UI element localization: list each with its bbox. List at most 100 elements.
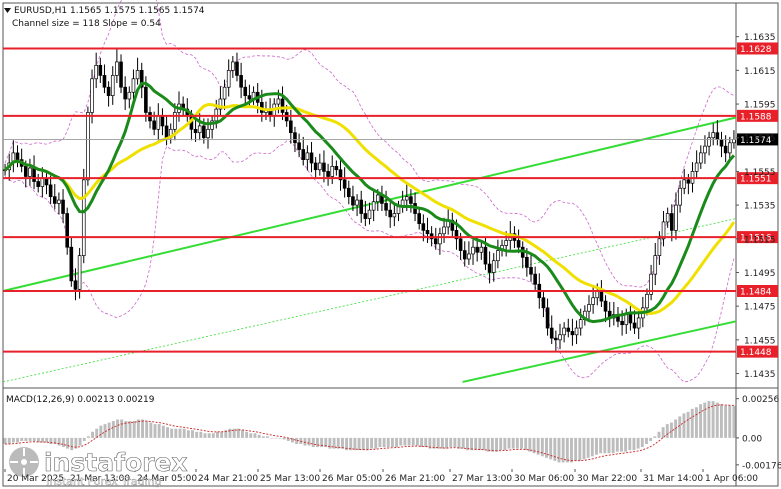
- macd-bar: [432, 437, 436, 449]
- macd-bar: [557, 437, 561, 463]
- macd-bar: [136, 419, 140, 438]
- candle-body: [318, 162, 322, 171]
- candle-body: [90, 78, 94, 113]
- macd-label: MACD(12,26,9) 0.00213 0.00219: [6, 395, 155, 405]
- candle-body: [243, 86, 248, 96]
- macd-bar: [174, 428, 178, 438]
- macd-bar: [270, 437, 274, 439]
- candle-body: [599, 290, 604, 302]
- macd-bar: [574, 437, 578, 461]
- macd-bar: [653, 436, 657, 438]
- macd-bar: [415, 437, 419, 446]
- macd-bar: [382, 437, 386, 448]
- candle-body: [707, 137, 711, 147]
- time-tick-label: 25 Mar 13:00: [260, 474, 320, 484]
- candle-body: [433, 238, 438, 245]
- macd-bar: [707, 401, 711, 438]
- candle-body: [632, 322, 637, 329]
- candle-body: [375, 194, 380, 203]
- macd-signal-line: [5, 404, 734, 462]
- candle-body: [417, 213, 421, 224]
- macd-bar: [290, 437, 294, 443]
- macd-bar: [211, 433, 215, 438]
- level-tag: [737, 285, 778, 297]
- macd-bar: [520, 437, 523, 449]
- macd-bar: [715, 402, 719, 438]
- macd-bar: [178, 428, 182, 438]
- candle-body: [504, 240, 508, 246]
- macd-bar: [36, 437, 40, 443]
- moving-averages: [4, 81, 736, 324]
- macd-bar: [407, 437, 411, 446]
- candle-body: [703, 145, 707, 154]
- time-tick-label: 21 Mar 13:00: [70, 474, 130, 484]
- macd-bar: [549, 437, 553, 460]
- macd-bar: [220, 431, 224, 438]
- price-tick-label: 1.1615: [744, 67, 776, 77]
- macd-bar: [599, 437, 603, 454]
- candle-body: [425, 230, 430, 235]
- macd-bar: [107, 422, 111, 438]
- candle-body: [566, 327, 571, 332]
- macd-bar: [669, 422, 673, 438]
- candle-body: [454, 230, 459, 240]
- watermark: instaforex Instant Forex Trading: [9, 447, 188, 488]
- macd-bar: [561, 437, 565, 463]
- price-tick-label: 1.1475: [744, 303, 776, 313]
- macd-bar: [32, 437, 36, 441]
- candle-body: [578, 319, 583, 329]
- candle-body: [23, 166, 28, 177]
- time-tick-label: 20 Mar 2025: [7, 474, 64, 484]
- macd-bar: [70, 437, 74, 451]
- candle-body: [65, 213, 69, 248]
- macd-bar: [166, 427, 169, 438]
- candle-body: [106, 86, 111, 96]
- macd-bar: [461, 437, 465, 449]
- candle-body: [496, 250, 500, 262]
- candle-body: [541, 297, 546, 309]
- macd-bar: [553, 437, 557, 461]
- candle-body: [297, 142, 301, 150]
- candle-body: [164, 125, 169, 139]
- macd-bar: [719, 404, 723, 438]
- candle-body: [533, 273, 537, 285]
- bollinger-upper: [4, 0, 735, 288]
- macd-bar: [632, 437, 636, 451]
- macd-bar: [261, 436, 265, 438]
- candle-body: [661, 221, 666, 240]
- candle-body: [363, 213, 368, 219]
- macd-bar: [682, 413, 686, 438]
- macd-bar: [453, 437, 457, 448]
- candle-body: [409, 196, 413, 204]
- candle-body: [197, 125, 202, 134]
- macd-bar: [390, 437, 394, 448]
- macd-bar: [141, 419, 144, 438]
- candle-body: [123, 86, 127, 100]
- candle-body: [682, 179, 687, 189]
- candle-body: [322, 162, 326, 172]
- current-price-label: 1.1574: [740, 136, 772, 146]
- macd-bar: [315, 437, 319, 448]
- macd-bar: [320, 437, 324, 448]
- collapse-triangle-icon[interactable]: [4, 8, 11, 13]
- candle-body: [156, 115, 161, 130]
- candle-body: [119, 61, 123, 88]
- candle-body: [624, 314, 629, 326]
- candle-body: [193, 128, 198, 134]
- macd-bar: [686, 411, 690, 438]
- candle-body: [218, 98, 223, 110]
- macd-bar: [303, 437, 307, 446]
- watermark-brand: instaforex: [44, 448, 188, 477]
- time-tick-label: 24 Mar 05:00: [137, 474, 197, 484]
- macd-bar: [724, 405, 728, 438]
- symbol-header: EURUSD,H1 1.1565 1.1575 1.1565 1.1574: [14, 6, 205, 16]
- level-tag: [737, 172, 778, 185]
- macd-bar: [582, 437, 586, 460]
- candle-body: [309, 152, 314, 164]
- candle-body: [94, 64, 98, 80]
- macd-bar: [565, 437, 569, 463]
- macd-bar: [66, 437, 70, 449]
- macd-bar: [590, 437, 594, 457]
- macd-bar: [111, 421, 115, 438]
- candle-body: [313, 162, 318, 171]
